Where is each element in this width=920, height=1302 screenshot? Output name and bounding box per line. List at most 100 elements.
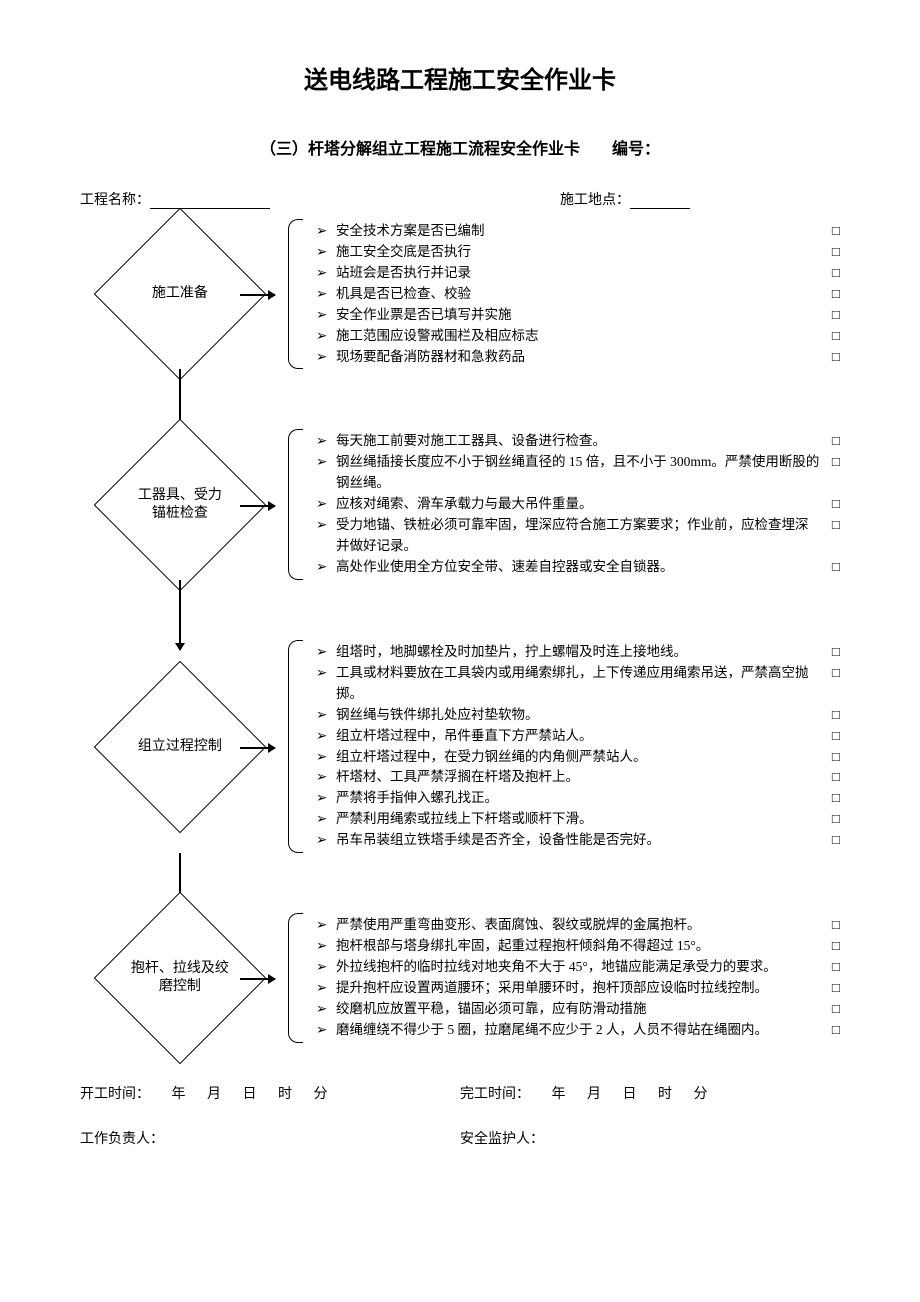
checkbox-icon: □ xyxy=(824,242,840,263)
checklist-text: 吊车吊装组立铁塔手续是否齐全，设备性能是否完好。 xyxy=(336,830,824,851)
checkbox-icon: □ xyxy=(824,557,840,578)
checklist-text: 组塔时，地脚螺栓及时加垫片，拧上螺帽及时连上接地线。 xyxy=(336,642,824,663)
checklist-text: 严禁将手指伸入螺孔找正。 xyxy=(336,788,824,809)
checklist-item: ➢钢丝绳插接长度应不小于钢丝绳直径的 15 倍，且不小于 300mm。严禁使用断… xyxy=(316,452,840,494)
flowchart: 施工准备➢安全技术方案是否已编制□➢施工安全交底是否执行□➢站班会是否执行并记录… xyxy=(80,219,840,1043)
checkbox-icon: □ xyxy=(824,1020,840,1041)
checklist-text: 现场要配备消防器材和急救药品 xyxy=(336,347,824,368)
checklist-item: ➢提升抱杆应设置两道腰环；采用单腰环时，抱杆顶部应设临时拉线控制。□ xyxy=(316,978,840,999)
checklist-item: ➢严禁使用严重弯曲变形、表面腐蚀、裂纹或脱焊的金属抱杆。□ xyxy=(316,915,840,936)
checkbox-icon: □ xyxy=(824,515,840,536)
chevron-icon: ➢ xyxy=(316,494,336,515)
checklist-item: ➢绞磨机应放置平稳，锚固必须可靠，应有防滑动措施□ xyxy=(316,999,840,1020)
checklist-text: 钢丝绳插接长度应不小于钢丝绳直径的 15 倍，且不小于 300mm。严禁使用断股… xyxy=(336,452,824,494)
checklist-item: ➢安全作业票是否已填写并实施□ xyxy=(316,305,840,326)
chevron-icon: ➢ xyxy=(316,830,336,851)
chevron-icon: ➢ xyxy=(316,663,336,684)
diamond-column: 抱杆、拉线及绞 磨控制 xyxy=(80,913,280,1043)
chevron-icon: ➢ xyxy=(316,936,336,957)
checklist-item: ➢站班会是否执行并记录□ xyxy=(316,263,840,284)
chevron-icon: ➢ xyxy=(316,726,336,747)
arrow-right-icon xyxy=(240,978,275,980)
checklist-item: ➢高处作业使用全方位安全带、速差自控器或安全自锁器。□ xyxy=(316,557,840,578)
start-label: 开工时间： xyxy=(80,1087,150,1102)
month: 月 xyxy=(207,1087,221,1102)
checkbox-icon: □ xyxy=(824,221,840,242)
chevron-icon: ➢ xyxy=(316,999,336,1020)
chevron-icon: ➢ xyxy=(316,515,336,536)
checklist: ➢每天施工前要对施工工器具、设备进行检查。□➢钢丝绳插接长度应不小于钢丝绳直径的… xyxy=(310,429,840,579)
chevron-icon: ➢ xyxy=(316,915,336,936)
connector xyxy=(80,590,280,640)
checkbox-icon: □ xyxy=(824,957,840,978)
checklist-item: ➢受力地锚、铁桩必须可靠牢固，埋深应符合施工方案要求；作业前，应检查埋深并做好记… xyxy=(316,515,840,557)
checklist-text: 高处作业使用全方位安全带、速差自控器或安全自锁器。 xyxy=(336,557,824,578)
chevron-icon: ➢ xyxy=(316,767,336,788)
checklist-text: 提升抱杆应设置两道腰环；采用单腰环时，抱杆顶部应设临时拉线控制。 xyxy=(336,978,824,999)
checklist-item: ➢工具或材料要放在工具袋内或用绳索绑扎，上下传递应用绳索吊送，严禁高空抛掷。□ xyxy=(316,663,840,705)
minute: 分 xyxy=(314,1087,328,1102)
bracket-column xyxy=(280,429,310,579)
checkbox-icon: □ xyxy=(824,431,840,452)
checklist-item: ➢吊车吊装组立铁塔手续是否齐全，设备性能是否完好。□ xyxy=(316,830,840,851)
checkbox-icon: □ xyxy=(824,452,840,473)
checklist-text: 组立杆塔过程中，在受力钢丝绳的内角侧严禁站人。 xyxy=(336,747,824,768)
chevron-icon: ➢ xyxy=(316,788,336,809)
location-label: 施工地点： xyxy=(560,193,630,208)
checklist-text: 钢丝绳与铁件绑扎处应衬垫软物。 xyxy=(336,705,824,726)
brace-icon xyxy=(288,219,303,369)
flow-section: 工器具、受力 锚桩检查➢每天施工前要对施工工器具、设备进行检查。□➢钢丝绳插接长… xyxy=(80,429,840,579)
checkbox-icon: □ xyxy=(824,726,840,747)
arrow-right-icon xyxy=(240,747,275,749)
chevron-icon: ➢ xyxy=(316,242,336,263)
hour: 时 xyxy=(658,1087,672,1102)
checkbox-icon: □ xyxy=(824,663,840,684)
bracket-column xyxy=(280,913,310,1043)
chevron-icon: ➢ xyxy=(316,431,336,452)
checkbox-icon: □ xyxy=(824,936,840,957)
flow-node-label: 施工准备 xyxy=(125,285,235,303)
checklist-item: ➢组塔时，地脚螺栓及时加垫片，拧上螺帽及时连上接地线。□ xyxy=(316,642,840,663)
checklist-text: 受力地锚、铁桩必须可靠牢固，埋深应符合施工方案要求；作业前，应检查埋深并做好记录… xyxy=(336,515,824,557)
checklist-item: ➢施工范围应设警戒围栏及相应标志□ xyxy=(316,326,840,347)
arrow-right-icon xyxy=(240,505,275,507)
checklist-item: ➢磨绳缠绕不得少于 5 圈，拉磨尾绳不应少于 2 人，人员不得站在绳圈内。□ xyxy=(316,1020,840,1041)
flow-section: 施工准备➢安全技术方案是否已编制□➢施工安全交底是否执行□➢站班会是否执行并记录… xyxy=(80,219,840,369)
checklist-text: 安全作业票是否已填写并实施 xyxy=(336,305,824,326)
checklist-text: 应核对绳索、滑车承载力与最大吊件重量。 xyxy=(336,494,824,515)
flow-node-label: 组立过程控制 xyxy=(125,737,235,755)
flow-section: 抱杆、拉线及绞 磨控制 ➢严禁使用严重弯曲变形、表面腐蚀、裂纹或脱焊的金属抱杆。□… xyxy=(80,913,840,1043)
checkbox-icon: □ xyxy=(824,326,840,347)
checklist-text: 施工范围应设警戒围栏及相应标志 xyxy=(336,326,824,347)
checklist-item: ➢组立杆塔过程中，在受力钢丝绳的内角侧严禁站人。□ xyxy=(316,747,840,768)
chevron-icon: ➢ xyxy=(316,1020,336,1041)
start-time: 开工时间： 年 月 日 时 分 xyxy=(80,1083,460,1103)
checkbox-icon: □ xyxy=(824,788,840,809)
checklist-text: 抱杆根部与塔身绑扎牢固，起重过程抱杆倾斜角不得超过 15°。 xyxy=(336,936,824,957)
checklist: ➢严禁使用严重弯曲变形、表面腐蚀、裂纹或脱焊的金属抱杆。□➢抱杆根部与塔身绑扎牢… xyxy=(310,913,840,1043)
checkbox-icon: □ xyxy=(824,305,840,326)
diamond-column: 组立过程控制 xyxy=(80,640,280,853)
location-underline xyxy=(630,194,690,209)
checklist-item: ➢现场要配备消防器材和急救药品□ xyxy=(316,347,840,368)
chevron-icon: ➢ xyxy=(316,452,336,473)
flow-node-label: 抱杆、拉线及绞 磨控制 xyxy=(125,960,235,996)
checklist-text: 磨绳缠绕不得少于 5 圈，拉磨尾绳不应少于 2 人，人员不得站在绳圈内。 xyxy=(336,1020,824,1041)
brace-icon xyxy=(288,913,303,1043)
checkbox-icon: □ xyxy=(824,767,840,788)
checkbox-icon: □ xyxy=(824,347,840,368)
bracket-column xyxy=(280,640,310,853)
project-underline xyxy=(150,194,270,209)
checklist-item: ➢钢丝绳与铁件绑扎处应衬垫软物。□ xyxy=(316,705,840,726)
checklist-item: ➢组立杆塔过程中，吊件垂直下方严禁站人。□ xyxy=(316,726,840,747)
minute: 分 xyxy=(694,1087,708,1102)
year: 年 xyxy=(172,1087,186,1102)
chevron-icon: ➢ xyxy=(316,809,336,830)
month: 月 xyxy=(587,1087,601,1102)
checklist-text: 杆塔材、工具严禁浮搁在杆塔及抱杆上。 xyxy=(336,767,824,788)
header-row: 工程名称： 施工地点： xyxy=(80,189,840,209)
checklist-text: 施工安全交底是否执行 xyxy=(336,242,824,263)
day: 日 xyxy=(623,1087,637,1102)
responsible-person: 工作负责人： xyxy=(80,1128,460,1148)
chevron-icon: ➢ xyxy=(316,221,336,242)
